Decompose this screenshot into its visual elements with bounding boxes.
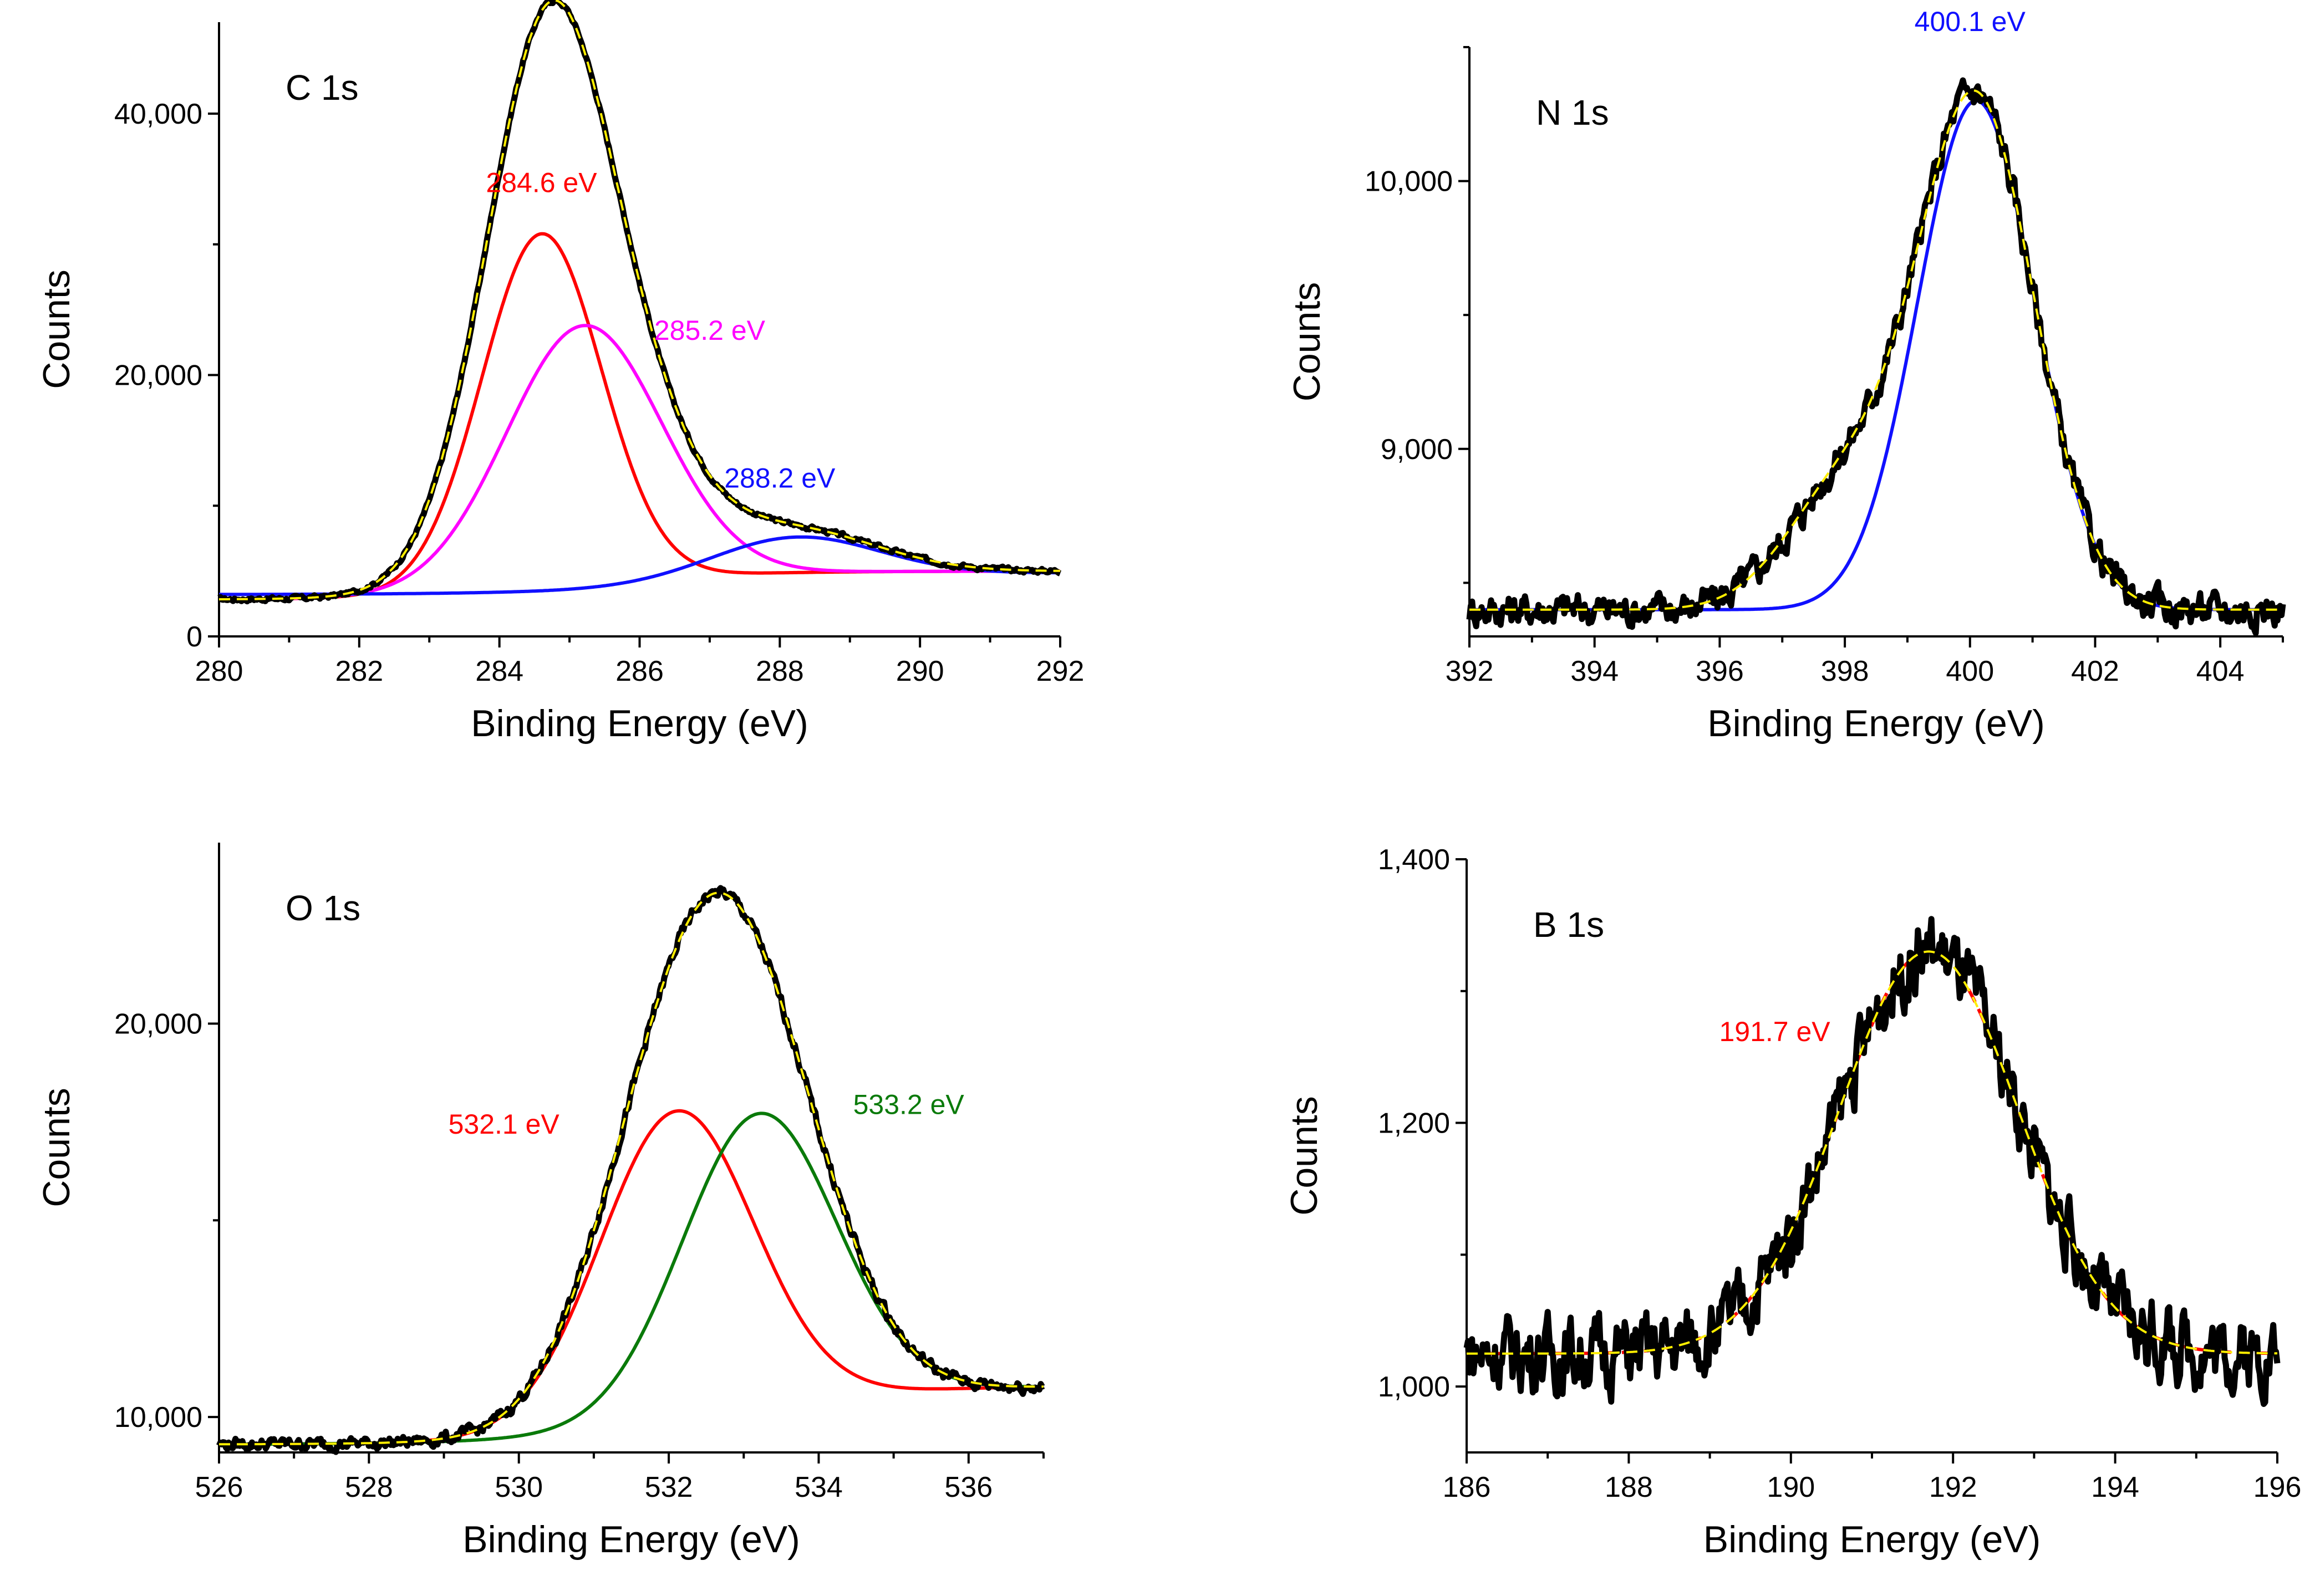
b1s-x-tick-label: 196: [2253, 1471, 2302, 1503]
n1s-x-tick-label: 392: [1446, 655, 1494, 687]
o1s-y-axis-label: Counts: [35, 1088, 78, 1207]
c1s-x-tick-label: 284: [475, 655, 523, 687]
n1s-y-tick-label: 9,000: [1381, 434, 1453, 466]
c1s-peak-label-288.2: 288.2 eV: [724, 462, 836, 493]
c1s-x-tick-label: 280: [195, 655, 243, 687]
b1s-x-tick-label: 190: [1767, 1471, 1815, 1503]
n1s-y-tick-label: 10,000: [1365, 166, 1453, 198]
o1s-x-axis-label: Binding Energy (eV): [462, 1518, 800, 1561]
n1s-x-tick-label: 394: [1570, 655, 1619, 687]
o1s-x-tick-label: 530: [495, 1471, 543, 1503]
o1s-panel: 526 528 530 532 534 536 10,000 20,000 Binding En…: [35, 843, 1045, 1561]
o1s-y-tick-label: 10,000: [114, 1401, 202, 1434]
b1s-fit-envelope: [1467, 950, 2277, 1355]
o1s-x-tick-label: 536: [944, 1471, 993, 1503]
b1s-y-tick-label: 1,000: [1378, 1371, 1450, 1403]
c1s-x-tick-label: 292: [1036, 655, 1085, 687]
c1s-y-tick-label: 40,000: [114, 98, 202, 130]
b1s-panel-title: B 1s: [1533, 905, 1604, 945]
o1s-peak-label-532.1: 532.1 eV: [449, 1109, 560, 1140]
c1s-component-285.2: [218, 324, 1060, 601]
n1s-panel-title: N 1s: [1536, 93, 1609, 132]
n1s-x-tick-label: 400: [1946, 655, 1994, 687]
b1s-x-tick-label: 194: [2091, 1471, 2139, 1503]
o1s-component-533.2: [219, 1111, 1044, 1446]
b1s-y-axis-label: Counts: [1283, 1096, 1325, 1215]
n1s-x-axis-label: Binding Energy (eV): [1707, 702, 2045, 745]
c1s-peak-label-284.6: 284.6 eV: [486, 167, 597, 198]
c1s-fit-envelope: [218, 0, 1060, 601]
o1s-fit-envelope: [219, 891, 1044, 1446]
o1s-x-tick-label: 528: [345, 1471, 393, 1503]
c1s-panel-title: C 1s: [286, 68, 359, 108]
c1s-y-tick-label: 0: [186, 621, 202, 653]
n1s-peak-label-400.1: 400.1 eV: [1915, 6, 2026, 37]
n1s-panel: 392 394 396 398 400 402 404 9,000 10,000 Binding …: [1286, 6, 2286, 745]
b1s-x-tick-label: 186: [1443, 1471, 1491, 1503]
b1s-x-tick-label: 188: [1605, 1471, 1653, 1503]
b1s-y-tick-label: 1,200: [1378, 1108, 1450, 1140]
n1s-x-tick-label: 402: [2071, 655, 2119, 687]
n1s-x-tick-label: 404: [2196, 655, 2245, 687]
c1s-y-axis-label: Counts: [35, 269, 78, 389]
o1s-x-tick-label: 532: [645, 1471, 693, 1503]
b1s-raw-spectrum: [1463, 916, 2281, 1407]
n1s-x-tick-label: 396: [1696, 655, 1744, 687]
b1s-panel: 186 188 190 192 194 196 1,000 1,200 1,400 Binding…: [1283, 844, 2301, 1561]
b1s-peak-label-191.7: 191.7 eV: [1719, 1016, 1830, 1047]
c1s-x-tick-label: 282: [335, 655, 383, 687]
n1s-y-axis-label: Counts: [1286, 282, 1328, 401]
c1s-x-tick-label: 290: [896, 655, 944, 687]
c1s-panel: 280 282 284 286 288 290 292 0 20,000 40,000 Bindin…: [35, 0, 1084, 745]
n1s-raw-spectrum: [1466, 77, 2286, 636]
o1s-x-tick-label: 534: [795, 1471, 843, 1503]
o1s-panel-title: O 1s: [286, 888, 360, 928]
n1s-component-400.1: [1469, 99, 2283, 611]
c1s-x-tick-label: 288: [756, 655, 804, 687]
o1s-component-532.1: [219, 1109, 1044, 1446]
o1s-x-tick-label: 526: [195, 1471, 243, 1503]
c1s-x-axis-label: Binding Energy (eV): [471, 702, 808, 745]
n1s-fit-envelope: [1469, 89, 2283, 611]
n1s-x-tick-label: 398: [1821, 655, 1869, 687]
o1s-peak-label-533.2: 533.2 eV: [853, 1089, 965, 1120]
o1s-y-tick-label: 20,000: [114, 1008, 202, 1040]
b1s-x-axis-label: Binding Energy (eV): [1703, 1518, 2041, 1561]
b1s-y-tick-label: 1,400: [1378, 844, 1450, 876]
c1s-raw-spectrum: [217, 0, 1062, 605]
c1s-y-tick-label: 20,000: [114, 360, 202, 392]
c1s-x-tick-label: 286: [615, 655, 664, 687]
b1s-x-tick-label: 192: [1929, 1471, 1977, 1503]
c1s-peak-label-285.2: 285.2 eV: [654, 315, 766, 346]
